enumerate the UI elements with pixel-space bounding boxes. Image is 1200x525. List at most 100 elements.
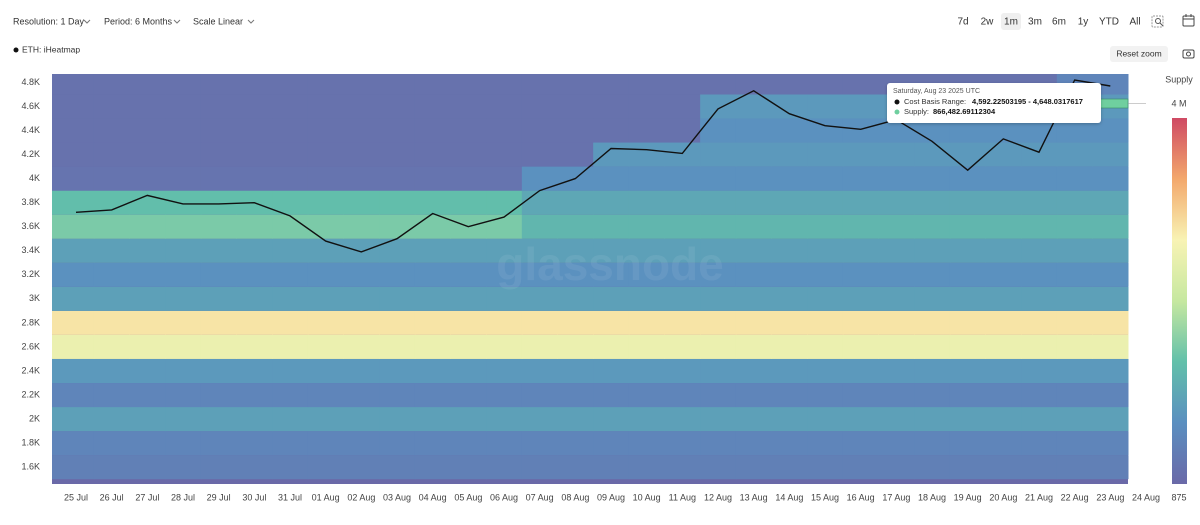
heat-cell xyxy=(414,358,451,384)
range-button[interactable]: 7d xyxy=(957,17,968,28)
reset-zoom-button[interactable] xyxy=(1110,46,1168,62)
heat-cell xyxy=(52,214,95,239)
x-tick-label: 09 Aug xyxy=(597,492,625,502)
heat-cell xyxy=(129,334,166,359)
zoom-icon[interactable] xyxy=(1151,15,1164,28)
heat-cell xyxy=(52,455,95,480)
heat-cell xyxy=(521,214,558,239)
heat-cell xyxy=(272,74,309,95)
heat-cell xyxy=(200,94,237,119)
tooltip-label: Supply: xyxy=(904,107,929,116)
heat-cell xyxy=(807,94,844,119)
y-tick-label: 4.8K xyxy=(21,77,40,87)
heat-cell xyxy=(486,214,523,239)
heat-cell xyxy=(664,286,701,311)
heat-cell xyxy=(593,142,630,167)
x-tick-label: 04 Aug xyxy=(419,492,447,502)
heat-cell xyxy=(379,94,416,119)
calendar-icon[interactable] xyxy=(1182,14,1195,27)
heat-cell xyxy=(1021,358,1058,384)
range-button[interactable]: 6m xyxy=(1052,17,1066,28)
heat-cell xyxy=(700,334,737,359)
heat-cell xyxy=(165,407,202,432)
heat-cell xyxy=(1056,455,1093,480)
range-button[interactable]: 1y xyxy=(1078,17,1089,28)
x-tick-label: 28 Jul xyxy=(171,492,195,502)
heat-cell xyxy=(414,190,451,215)
heat-cell xyxy=(379,238,416,263)
heat-cell xyxy=(414,238,451,263)
heat-cell xyxy=(985,262,1022,287)
heat-cell xyxy=(807,383,844,408)
heat-cell xyxy=(557,190,594,215)
heat-cell xyxy=(700,118,737,143)
heat-cell xyxy=(878,214,915,239)
heat-cell xyxy=(842,214,879,239)
heat-cell xyxy=(379,262,416,287)
heat-cell xyxy=(521,94,558,119)
heat-cell xyxy=(1092,455,1129,480)
range-button[interactable]: YTD xyxy=(1099,17,1119,28)
range-button[interactable]: All xyxy=(1129,17,1140,28)
x-tick-label: 18 Aug xyxy=(918,492,946,502)
heat-cell xyxy=(414,407,451,432)
range-button[interactable]: 1m xyxy=(1004,17,1018,28)
heat-cell xyxy=(379,358,416,384)
heat-cell xyxy=(343,214,380,239)
heat-cell xyxy=(1021,262,1058,287)
heat-cell xyxy=(200,142,237,167)
heat-cell xyxy=(93,238,130,263)
camera-icon[interactable] xyxy=(1182,49,1195,59)
heat-cell xyxy=(414,166,451,191)
heat-cell xyxy=(1092,262,1129,287)
period-dropdown[interactable]: Period: 6 Months xyxy=(104,16,173,26)
heat-cell xyxy=(165,94,202,119)
heat-cell xyxy=(557,407,594,432)
range-button[interactable]: 2w xyxy=(981,17,995,28)
heat-cell xyxy=(664,214,701,239)
heat-cell xyxy=(521,238,558,263)
heat-cell xyxy=(807,166,844,191)
heat-cell xyxy=(93,334,130,359)
heat-cell xyxy=(1021,142,1058,167)
x-tick-label: 23 Aug xyxy=(1096,492,1124,502)
y-tick-label: 3.8K xyxy=(21,197,40,207)
heat-cell xyxy=(1092,310,1129,335)
resolution-dropdown[interactable]: Resolution: 1 Day xyxy=(13,16,85,26)
heat-cell xyxy=(379,431,416,456)
heat-cell xyxy=(272,166,309,191)
heat-cell xyxy=(521,190,558,215)
heat-cell xyxy=(93,142,130,167)
heat-cell xyxy=(771,455,808,480)
heat-cell xyxy=(414,286,451,311)
legend-marker xyxy=(13,47,19,53)
heat-cell xyxy=(343,142,380,167)
heat-cell xyxy=(664,334,701,359)
y-tick-label: 2.6K xyxy=(21,341,40,351)
heat-cell xyxy=(771,262,808,287)
scale-dropdown[interactable]: Scale Linear xyxy=(193,16,243,26)
heat-cell xyxy=(557,383,594,408)
x-tick-label: 05 Aug xyxy=(454,492,482,502)
heat-cell xyxy=(486,310,523,335)
heat-cell xyxy=(914,286,951,311)
heat-cell xyxy=(200,214,237,239)
heat-cell xyxy=(236,334,273,359)
heat-cell xyxy=(379,455,416,480)
heat-cell xyxy=(52,334,95,359)
heat-cell xyxy=(343,190,380,215)
heat-cell xyxy=(878,142,915,167)
y-tick-label: 3.2K xyxy=(21,269,40,279)
heat-cell xyxy=(557,334,594,359)
y-tick-label: 2K xyxy=(29,413,40,423)
heat-cell xyxy=(236,214,273,239)
heat-cell xyxy=(450,142,487,167)
y-tick-label: 1.8K xyxy=(21,437,40,447)
range-button[interactable]: 3m xyxy=(1028,17,1042,28)
heat-cell xyxy=(700,238,737,263)
colorbar xyxy=(1172,118,1187,484)
heat-cell xyxy=(914,383,951,408)
heat-cell xyxy=(593,238,630,263)
heat-cell xyxy=(486,118,523,143)
heat-cell xyxy=(414,383,451,408)
